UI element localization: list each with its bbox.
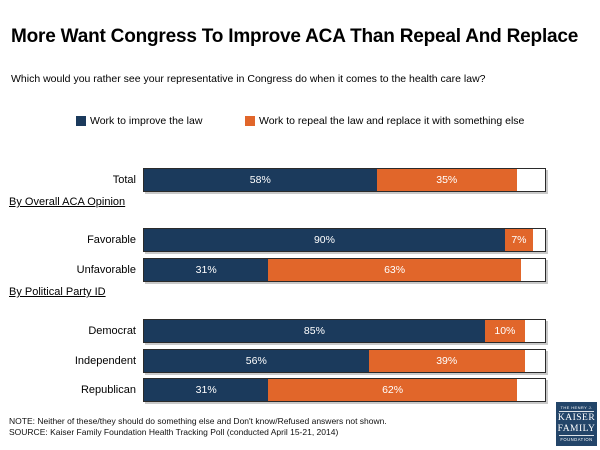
bar-segment-improve: 56% bbox=[144, 350, 369, 372]
bar-row-unfavorable: Unfavorable 31% 63% bbox=[0, 258, 600, 282]
legend-item-improve: Work to improve the law bbox=[76, 115, 202, 127]
bar-segment-repeal: 35% bbox=[376, 169, 517, 191]
bar-value-label: 62% bbox=[382, 384, 404, 396]
legend-label: Work to repeal the law and replace it wi… bbox=[259, 115, 525, 127]
legend-label: Work to improve the law bbox=[90, 115, 203, 127]
category-label: Independent bbox=[74, 355, 136, 367]
bar-value-label: 39% bbox=[436, 355, 458, 367]
bar-value-label: 7% bbox=[511, 234, 527, 246]
chart-title: More Want Congress To Improve ACA Than R… bbox=[11, 26, 579, 47]
logo-text-family: FAMILY bbox=[557, 423, 596, 434]
category-label: Favorable bbox=[87, 234, 136, 246]
bar-segment-improve: 90% bbox=[144, 229, 505, 251]
bar-segment-repeal: 63% bbox=[268, 259, 521, 281]
stacked-bar: 31% 62% bbox=[143, 378, 546, 402]
kaiser-family-foundation-logo: THE HENRY J. KAISER FAMILY FOUNDATION bbox=[556, 402, 597, 446]
legend-swatch-repeal bbox=[245, 116, 255, 126]
bar-value-label: 10% bbox=[494, 325, 516, 337]
logo-text-kaiser: KAISER bbox=[557, 413, 596, 423]
category-label: Democrat bbox=[88, 325, 136, 337]
bar-row-republican: Republican 31% 62% bbox=[0, 378, 600, 402]
bar-value-label: 85% bbox=[303, 325, 325, 337]
category-label: Total bbox=[112, 174, 136, 186]
bar-row-democrat: Democrat 85% 10% bbox=[0, 319, 600, 343]
stacked-bar: 58% 35% bbox=[143, 168, 546, 192]
stacked-bar: 85% 10% bbox=[143, 319, 546, 343]
section-header-aca-opinion: By Overall ACA Opinion bbox=[9, 196, 126, 208]
bar-value-label: 31% bbox=[195, 384, 217, 396]
bar-row-total: Total 58% 35% bbox=[0, 168, 600, 192]
bar-segment-repeal: 10% bbox=[484, 320, 525, 342]
footnote: NOTE: Neither of these/they should do so… bbox=[9, 416, 387, 426]
bar-value-label: 35% bbox=[436, 174, 458, 186]
bar-value-label: 90% bbox=[313, 234, 335, 246]
logo-text-henry-j: THE HENRY J. bbox=[559, 405, 594, 412]
logo-text-foundation: FOUNDATION bbox=[559, 435, 594, 442]
stacked-bar: 56% 39% bbox=[143, 349, 546, 373]
bar-segment-repeal: 62% bbox=[268, 379, 517, 401]
legend-item-repeal: Work to repeal the law and replace it wi… bbox=[245, 115, 524, 127]
stacked-bar: 31% 63% bbox=[143, 258, 546, 282]
bar-segment-repeal: 7% bbox=[504, 229, 533, 251]
chart-subtitle: Which would you rather see your represen… bbox=[11, 73, 486, 85]
bar-segment-improve: 58% bbox=[144, 169, 377, 191]
bar-segment-improve: 85% bbox=[144, 320, 485, 342]
bar-segment-improve: 31% bbox=[144, 379, 269, 401]
bar-value-label: 56% bbox=[245, 355, 267, 367]
source-note: SOURCE: Kaiser Family Foundation Health … bbox=[9, 427, 339, 437]
category-label: Republican bbox=[80, 384, 136, 396]
category-label: Unfavorable bbox=[76, 264, 136, 276]
bar-row-independent: Independent 56% 39% bbox=[0, 349, 600, 373]
legend-swatch-improve bbox=[76, 116, 86, 126]
bar-value-label: 58% bbox=[249, 174, 271, 186]
section-header-party-id: By Political Party ID bbox=[9, 286, 106, 298]
bar-value-label: 31% bbox=[195, 264, 217, 276]
bar-segment-improve: 31% bbox=[144, 259, 269, 281]
stacked-bar: 90% 7% bbox=[143, 228, 546, 252]
bar-segment-repeal: 39% bbox=[368, 350, 525, 372]
bar-row-favorable: Favorable 90% 7% bbox=[0, 228, 600, 252]
bar-value-label: 63% bbox=[384, 264, 406, 276]
